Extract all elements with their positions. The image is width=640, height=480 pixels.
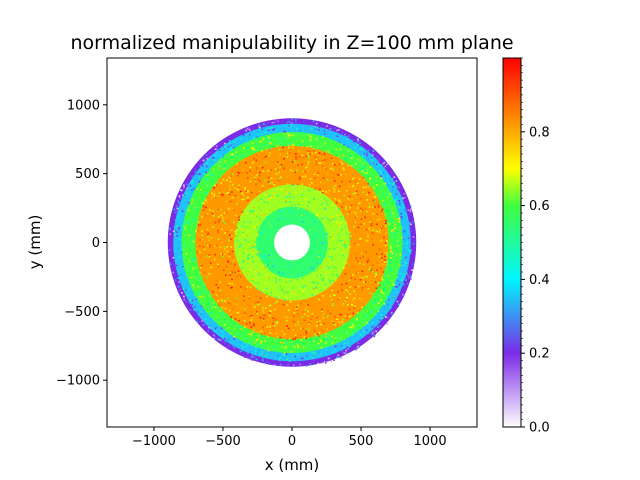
colorbar-tick-label: 0.6	[529, 199, 550, 214]
y-tick-label: 0	[92, 236, 100, 251]
colorbar-ticks: 0.0 0.2 0.4 0.6 0.8	[521, 57, 550, 436]
colorbar-tick-label: 0.0	[529, 421, 550, 436]
y-tick-label: 1000	[67, 98, 100, 113]
y-tick-label: −1000	[56, 374, 100, 389]
x-tick-label: −1000	[132, 434, 176, 449]
plot-area	[167, 118, 417, 367]
rings-layer	[167, 118, 417, 367]
y-tick-label: 500	[75, 167, 100, 182]
x-tick-label: −500	[205, 434, 241, 449]
colorbar-tick-label: 0.8	[529, 125, 550, 140]
ring-band-6	[274, 224, 310, 261]
x-tick-label: 1000	[414, 434, 447, 449]
x-axis-label: x (mm)	[265, 456, 320, 474]
colorbar-tick-label: 0.4	[529, 273, 550, 288]
chart-title: normalized manipulability in Z=100 mm pl…	[70, 32, 513, 54]
colorbar-tick-label: 0.2	[529, 347, 550, 362]
y-tick-label: −500	[64, 305, 100, 320]
colorbar-gradient	[502, 57, 522, 428]
x-tick-label: 0	[288, 434, 296, 449]
y-axis-label: y (mm)	[26, 215, 44, 270]
x-tick-label: 500	[349, 434, 374, 449]
x-axis: −1000 −500 0 500 1000	[132, 427, 447, 449]
y-axis: −1000 −500 0 500 1000	[56, 98, 107, 389]
colorbar: 0.0 0.2 0.4 0.6 0.8	[502, 57, 550, 436]
speckle-layer	[168, 118, 416, 367]
